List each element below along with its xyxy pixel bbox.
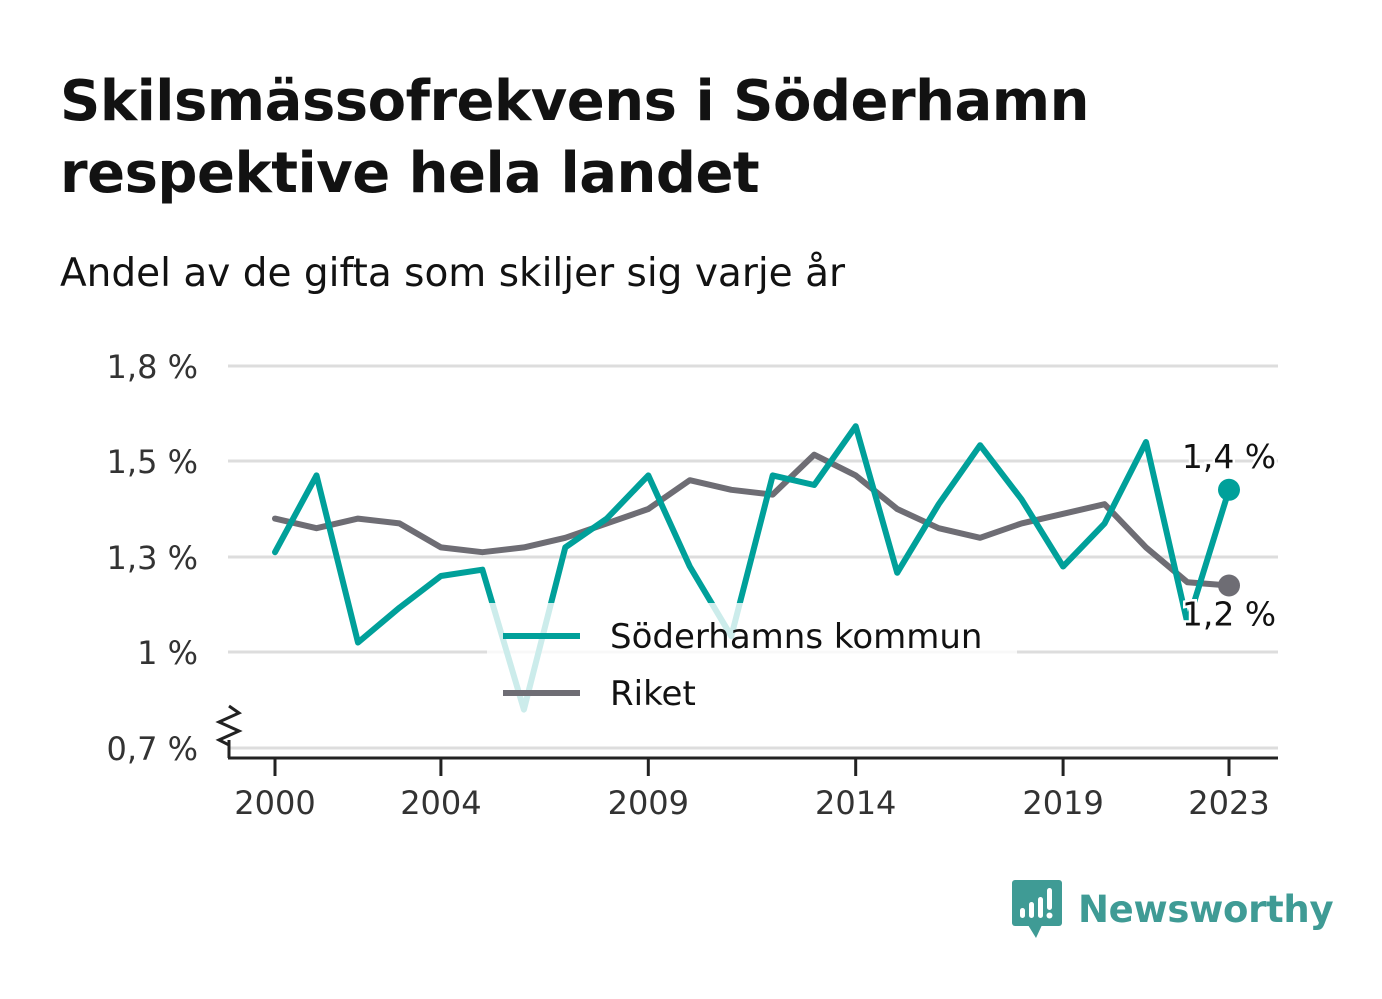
legend: Söderhamns kommun Riket (487, 603, 1017, 721)
y-tick-label: 1,5 % (107, 443, 198, 481)
y-tick-label: 1,3 % (107, 539, 198, 577)
chart-subtitle: Andel av de gifta som skiljer sig varje … (60, 251, 846, 296)
series-line-soderhamn (272, 423, 1232, 713)
x-tick-label: 2004 (400, 784, 481, 822)
legend-label-riket: Riket (610, 674, 696, 714)
x-tick-label: 2023 (1188, 784, 1269, 822)
axes: 0,7 % 1 % 1,3 % 1,5 % 1,8 % 2000 2004 2009 2014 2… (107, 348, 1278, 822)
x-tick-label: 2009 (608, 784, 689, 822)
end-point-soderhamn (1218, 478, 1240, 501)
series-lines (272, 423, 1232, 713)
legend-label-soderhamn: Söderhamns kommun (610, 617, 982, 657)
gridlines (228, 364, 1278, 750)
legend-background (487, 603, 1017, 721)
x-tick-label: 2014 (815, 784, 896, 822)
newsworthy-logo: Newsworthy (1010, 878, 1334, 940)
series-line-riket (272, 451, 1232, 589)
end-labels: 1,4 % 1,2 % (1179, 434, 1278, 636)
axis-break-icon (215, 704, 243, 747)
end-point-riket (1218, 574, 1240, 597)
x-tick-label: 2019 (1022, 784, 1103, 822)
newsworthy-wordmark: Newsworthy (1078, 887, 1334, 931)
y-tick-label: 1,8 % (107, 348, 198, 386)
y-tick-label: 1 % (137, 634, 198, 672)
x-tick-label: 2000 (234, 784, 315, 822)
end-label-riket: 1,2 % (1182, 595, 1276, 634)
end-label-soderhamn: 1,4 % (1182, 437, 1276, 476)
newsworthy-logo-icon (1012, 880, 1062, 938)
y-tick-label: 0,7 % (107, 730, 198, 768)
chart-title: Skilsmässofrekvens i Söderhamn respektiv… (60, 69, 1090, 206)
